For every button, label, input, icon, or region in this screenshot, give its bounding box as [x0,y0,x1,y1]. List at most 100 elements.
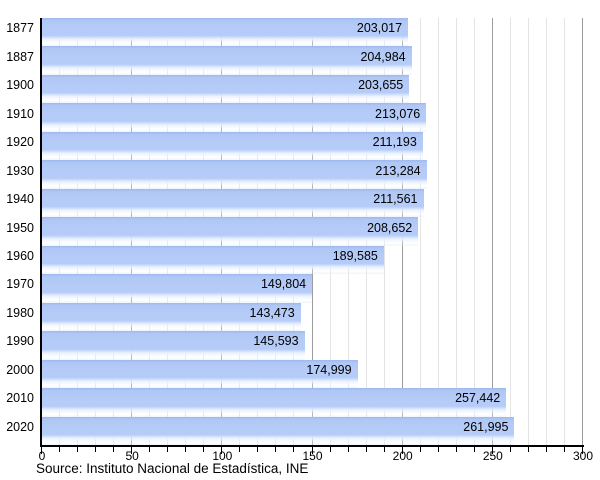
x-axis-tick-label: 200 [392,449,413,463]
gridline-minor [455,18,457,445]
source-note: Source: Instituto Nacional de Estadístic… [36,461,309,476]
x-axis-tick-label: 0 [38,449,46,463]
bar-value-label: 143,473 [249,305,295,320]
x-axis-tick-label: 300 [572,449,594,463]
x-axis-tick [275,447,277,452]
year-label: 1910 [6,106,34,121]
bar-row: 203,017 [42,18,583,47]
bar-value-label: 149,804 [260,277,307,292]
bar-row: 204,984 [42,46,583,75]
bar: 189,585 [42,245,384,275]
bar-row: 203,655 [42,74,583,104]
bar-value-label: 174,999 [306,362,352,377]
x-axis-tick [401,447,403,454]
bar-value-label: 213,076 [375,106,421,121]
year-label: 1877 [6,21,34,36]
x-axis-tick [167,447,169,452]
gridline-minor [509,18,511,445]
year-label: 1980 [6,305,34,320]
gridline-minor [419,18,421,445]
bar: 211,193 [42,131,423,161]
bar-row: 145,593 [42,331,583,360]
x-axis-tick [239,447,241,452]
x-axis-tick [185,447,187,452]
bar-row: 189,585 [42,245,583,275]
x-axis-tick [563,447,565,452]
x-axis-tick [455,447,457,452]
x-axis-tick [95,447,97,452]
bar: 203,017 [42,18,409,47]
year-label: 2010 [6,391,34,406]
x-axis-tick-label: 100 [212,449,233,463]
x-axis-tick [509,447,511,452]
x-axis-tick [149,447,151,452]
bar-row: 174,999 [42,359,583,389]
bar: 143,473 [42,302,301,332]
bar-row: 261,995 [42,416,583,445]
year-label: 1900 [6,78,34,93]
x-axis-tick [491,447,493,454]
year-label: 1930 [6,163,34,178]
x-axis-tick [527,447,529,452]
x-axis-tick [419,447,421,452]
bar-value-label: 261,995 [463,419,509,434]
x-axis-tick [293,447,295,452]
gridline-minor [473,18,475,445]
year-label: 2020 [6,419,34,434]
x-axis-tick-labels: 0 50 100 150 200 250 300 [38,449,593,463]
bar: 261,995 [42,416,515,445]
gridline-minor [545,18,547,445]
bar: 213,284 [42,160,427,189]
x-axis-tick [545,447,547,452]
x-axis-tick [347,447,349,452]
bar-row: 213,076 [42,103,583,132]
x-axis-tick [221,447,223,454]
x-axis-tick [437,447,439,452]
bar: 213,076 [42,103,427,132]
bar-value-label: 208,652 [367,220,413,235]
x-axis-tick [59,447,61,452]
bar: 149,804 [42,274,313,303]
year-label: 1970 [6,277,34,292]
gridline-major [582,18,583,445]
bar-value-label: 211,193 [372,135,417,150]
x-axis-tick [77,447,79,452]
x-axis-tick [131,447,133,454]
x-axis-tick [365,447,367,452]
bar-value-label: 203,655 [358,78,404,93]
bar-row: 213,284 [42,160,583,189]
plot-area: 203,017 204,984 203,655 213,076 211,193 213,2… [42,18,583,445]
bar: 174,999 [42,359,358,389]
x-axis-tick [113,447,115,452]
gridline-major [491,18,493,445]
year-label: 1950 [6,220,34,235]
x-axis-tick [311,447,313,454]
x-axis-tick [329,447,331,452]
year-label: 1887 [6,49,34,64]
bar-value-label: 204,984 [360,49,406,64]
bar-value-label: 257,442 [455,391,501,406]
y-axis-line [40,18,42,445]
bar: 204,984 [42,46,412,75]
bar-value-label: 145,593 [253,334,299,349]
year-label: 1990 [6,334,34,349]
bar-value-label: 213,284 [375,163,421,178]
year-label: 2000 [6,362,34,377]
y-axis-labels: 1877 1887 1900 1910 1920 1930 1940 1950 1960 1970… [0,18,34,445]
x-axis-line [40,445,584,447]
bar: 145,593 [42,331,305,360]
x-axis-tick [257,447,259,452]
x-axis-tick-label: 50 [125,449,139,463]
bar: 257,442 [42,388,507,417]
x-axis-tick [203,447,205,452]
bar: 203,655 [42,74,410,104]
bar-row: 211,561 [42,188,583,218]
year-label: 1960 [6,248,34,263]
bar-row: 208,652 [42,217,583,246]
x-axis-tick [383,447,385,452]
bar-row: 143,473 [42,302,583,332]
year-label: 1940 [6,192,34,207]
bar-row: 149,804 [42,274,583,303]
x-axis-tick [41,447,42,454]
